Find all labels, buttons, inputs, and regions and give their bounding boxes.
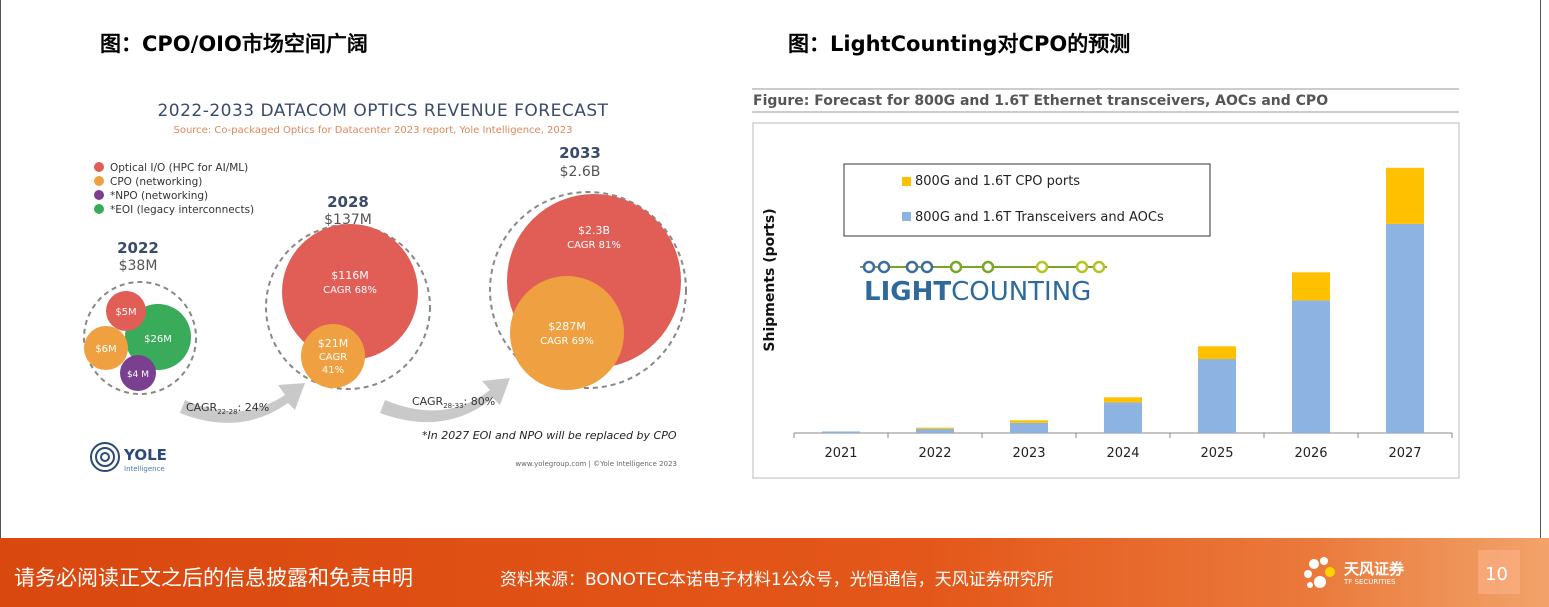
- bubble-2028-oio-cagr: CAGR 68%: [323, 285, 377, 296]
- legend-label-cpo: CPO (networking): [110, 176, 202, 188]
- legend-label-cpo-ports: 800G and 1.6T CPO ports: [915, 174, 1080, 189]
- bar-2026-transceivers: [1292, 300, 1330, 433]
- yole-footnote: *In 2027 EOI and NPO will be replaced by…: [422, 429, 677, 442]
- slide-border-left: [0, 0, 1, 540]
- total-2028: $137M: [324, 212, 372, 228]
- bubble-2028-cpo: [301, 324, 365, 388]
- bubble-2028-cpo-cagr: CAGR: [319, 352, 347, 363]
- x-tick-label-2022: 2022: [918, 446, 951, 461]
- bubble-2033-cpo-cagr: CAGR 69%: [540, 336, 594, 347]
- bubble-2028-oio-label: $116M: [331, 269, 369, 282]
- yole-logo-icon: [90, 442, 120, 472]
- bar-2022-cpo: [916, 427, 954, 429]
- svg-text:LIGHTCOUNTING: LIGHTCOUNTING: [864, 277, 1091, 307]
- bubble-2022-eoi-label: $26M: [144, 334, 172, 345]
- legend-dot-eoi: [94, 204, 104, 214]
- bar-2025-cpo: [1198, 346, 1236, 360]
- bubble-2022-cpo: [84, 326, 128, 370]
- slide-border-right: [1540, 0, 1541, 540]
- cagr-arrow-1-label: CAGR22-28: 24%: [186, 401, 269, 416]
- footer-brand-sub: TF SECURITIES: [1344, 578, 1396, 586]
- bar-2026-cpo: [1292, 272, 1330, 301]
- bubble-2022-npo: [120, 355, 156, 391]
- legend-label-eoi: *EOI (legacy interconnects): [110, 204, 254, 216]
- bubble-2022-cpo-label: $6M: [95, 344, 116, 355]
- bar-2027-cpo: [1386, 167, 1424, 224]
- yole-source: Source: Co-packaged Optics for Datacente…: [173, 125, 572, 136]
- bubble-2022-npo-label: $4 M: [127, 370, 149, 380]
- footer-bar: 请务必阅读正文之后的信息披露和免责申明 资料来源：BONOTEC本诺电子材料1公…: [0, 538, 1549, 607]
- bubble-2028-cpo-label: $21M: [318, 337, 349, 350]
- bar-2021-transceivers: [822, 431, 860, 433]
- x-axis-ticks: [793, 433, 1453, 438]
- bubble-2033-oio-cagr: CAGR 81%: [567, 240, 621, 251]
- bubble-2028-cpo-cagr-value: 41%: [322, 365, 344, 376]
- bubble-2033-boundary: [489, 191, 687, 389]
- x-tick-label-2024: 2024: [1106, 446, 1139, 461]
- cagr-arrow-2: [380, 378, 510, 423]
- cagr-arrow-1: [180, 383, 305, 423]
- cagr-arrow-2-label: CAGR28-33: 80%: [412, 395, 495, 410]
- total-2022: $38M: [119, 258, 158, 274]
- legend-box: [843, 163, 1211, 237]
- total-2033: $2.6B: [560, 164, 601, 180]
- bar-2024-transceivers: [1104, 402, 1142, 433]
- legend-dot-cpo: [94, 176, 104, 186]
- x-axis-labels: 2021 2022 2023 2024 2025 2026 2027: [824, 446, 1421, 461]
- footer-brand-name: 天风证券: [1344, 560, 1405, 578]
- left-figure-title: 图：CPO/OIO市场空间广阔: [100, 32, 368, 56]
- tf-securities-logo-icon: [1304, 557, 1335, 588]
- x-tick-label-2021: 2021: [824, 446, 857, 461]
- yole-logo-text: YOLE: [123, 446, 167, 464]
- yole-forecast-chart: 2022-2033 DATACOM OPTICS REVENUE FORECAS…: [83, 101, 687, 473]
- bubble-2022-oio: [106, 291, 146, 331]
- legend-label-transceivers: 800G and 1.6T Transceivers and AOCs: [915, 210, 1164, 225]
- legend-swatch-transceivers: [902, 212, 911, 221]
- bar-2027-transceivers: [1386, 223, 1424, 433]
- bar-2025-transceivers: [1198, 359, 1236, 433]
- year-2022: 2022: [117, 239, 159, 257]
- page-number-box: [1478, 550, 1520, 594]
- legend-dot-npo: [94, 190, 104, 200]
- bar-2023-transceivers: [1010, 422, 1048, 433]
- bubble-2033-oio-label: $2.3B: [578, 224, 610, 237]
- bar-2023-cpo: [1010, 420, 1048, 423]
- x-tick-label-2026: 2026: [1294, 446, 1327, 461]
- yole-credit: www.yolegroup.com | ©Yole Intelligence 2…: [515, 460, 677, 468]
- footer-source: 资料来源：BONOTEC本诺电子材料1公众号，光恒通信，天风证券研究所: [500, 570, 1054, 590]
- bubble-2033-cpo-label: $287M: [548, 320, 586, 333]
- x-tick-label-2023: 2023: [1012, 446, 1045, 461]
- bars: [822, 167, 1424, 433]
- bar-2024-cpo: [1104, 397, 1142, 403]
- figure-caption: Figure: Forecast for 800G and 1.6T Ether…: [753, 93, 1328, 109]
- bubble-2022-oio-label: $5M: [115, 307, 136, 318]
- bubble-2033-cpo: [510, 276, 624, 390]
- x-tick-label-2025: 2025: [1200, 446, 1233, 461]
- legend-label-oio: Optical I/O (HPC for AI/ML): [110, 162, 248, 174]
- legend-dot-oio: [94, 162, 104, 172]
- year-2028: 2028: [327, 193, 369, 211]
- y-axis-label: Shipments (ports): [762, 208, 778, 351]
- legend-swatch-cpo: [902, 177, 911, 186]
- footer-disclaimer: 请务必阅读正文之后的信息披露和免责申明: [14, 566, 413, 590]
- page-number: 10: [1485, 564, 1508, 585]
- bubble-2028-oio: [282, 224, 418, 360]
- right-figure-title: 图：LightCounting对CPO的预测: [788, 32, 1131, 56]
- yole-logo: YOLE Intelligence: [90, 442, 167, 473]
- x-tick-label-2027: 2027: [1388, 446, 1421, 461]
- yole-logo-sub: Intelligence: [124, 465, 165, 473]
- yole-heading: 2022-2033 DATACOM OPTICS REVENUE FORECAS…: [157, 101, 608, 121]
- lightcounting-chart: Figure: Forecast for 800G and 1.6T Ether…: [752, 88, 1460, 479]
- bubble-2028-boundary: [265, 224, 431, 390]
- legend-label-npo: *NPO (networking): [110, 190, 208, 202]
- year-2033: 2033: [559, 144, 601, 162]
- yole-legend: Optical I/O (HPC for AI/ML) CPO (network…: [94, 162, 254, 216]
- bar-2022-transceivers: [916, 428, 954, 433]
- bubble-2022-boundary: [83, 281, 197, 395]
- lightcounting-logo: LIGHTCOUNTING: [860, 260, 1107, 307]
